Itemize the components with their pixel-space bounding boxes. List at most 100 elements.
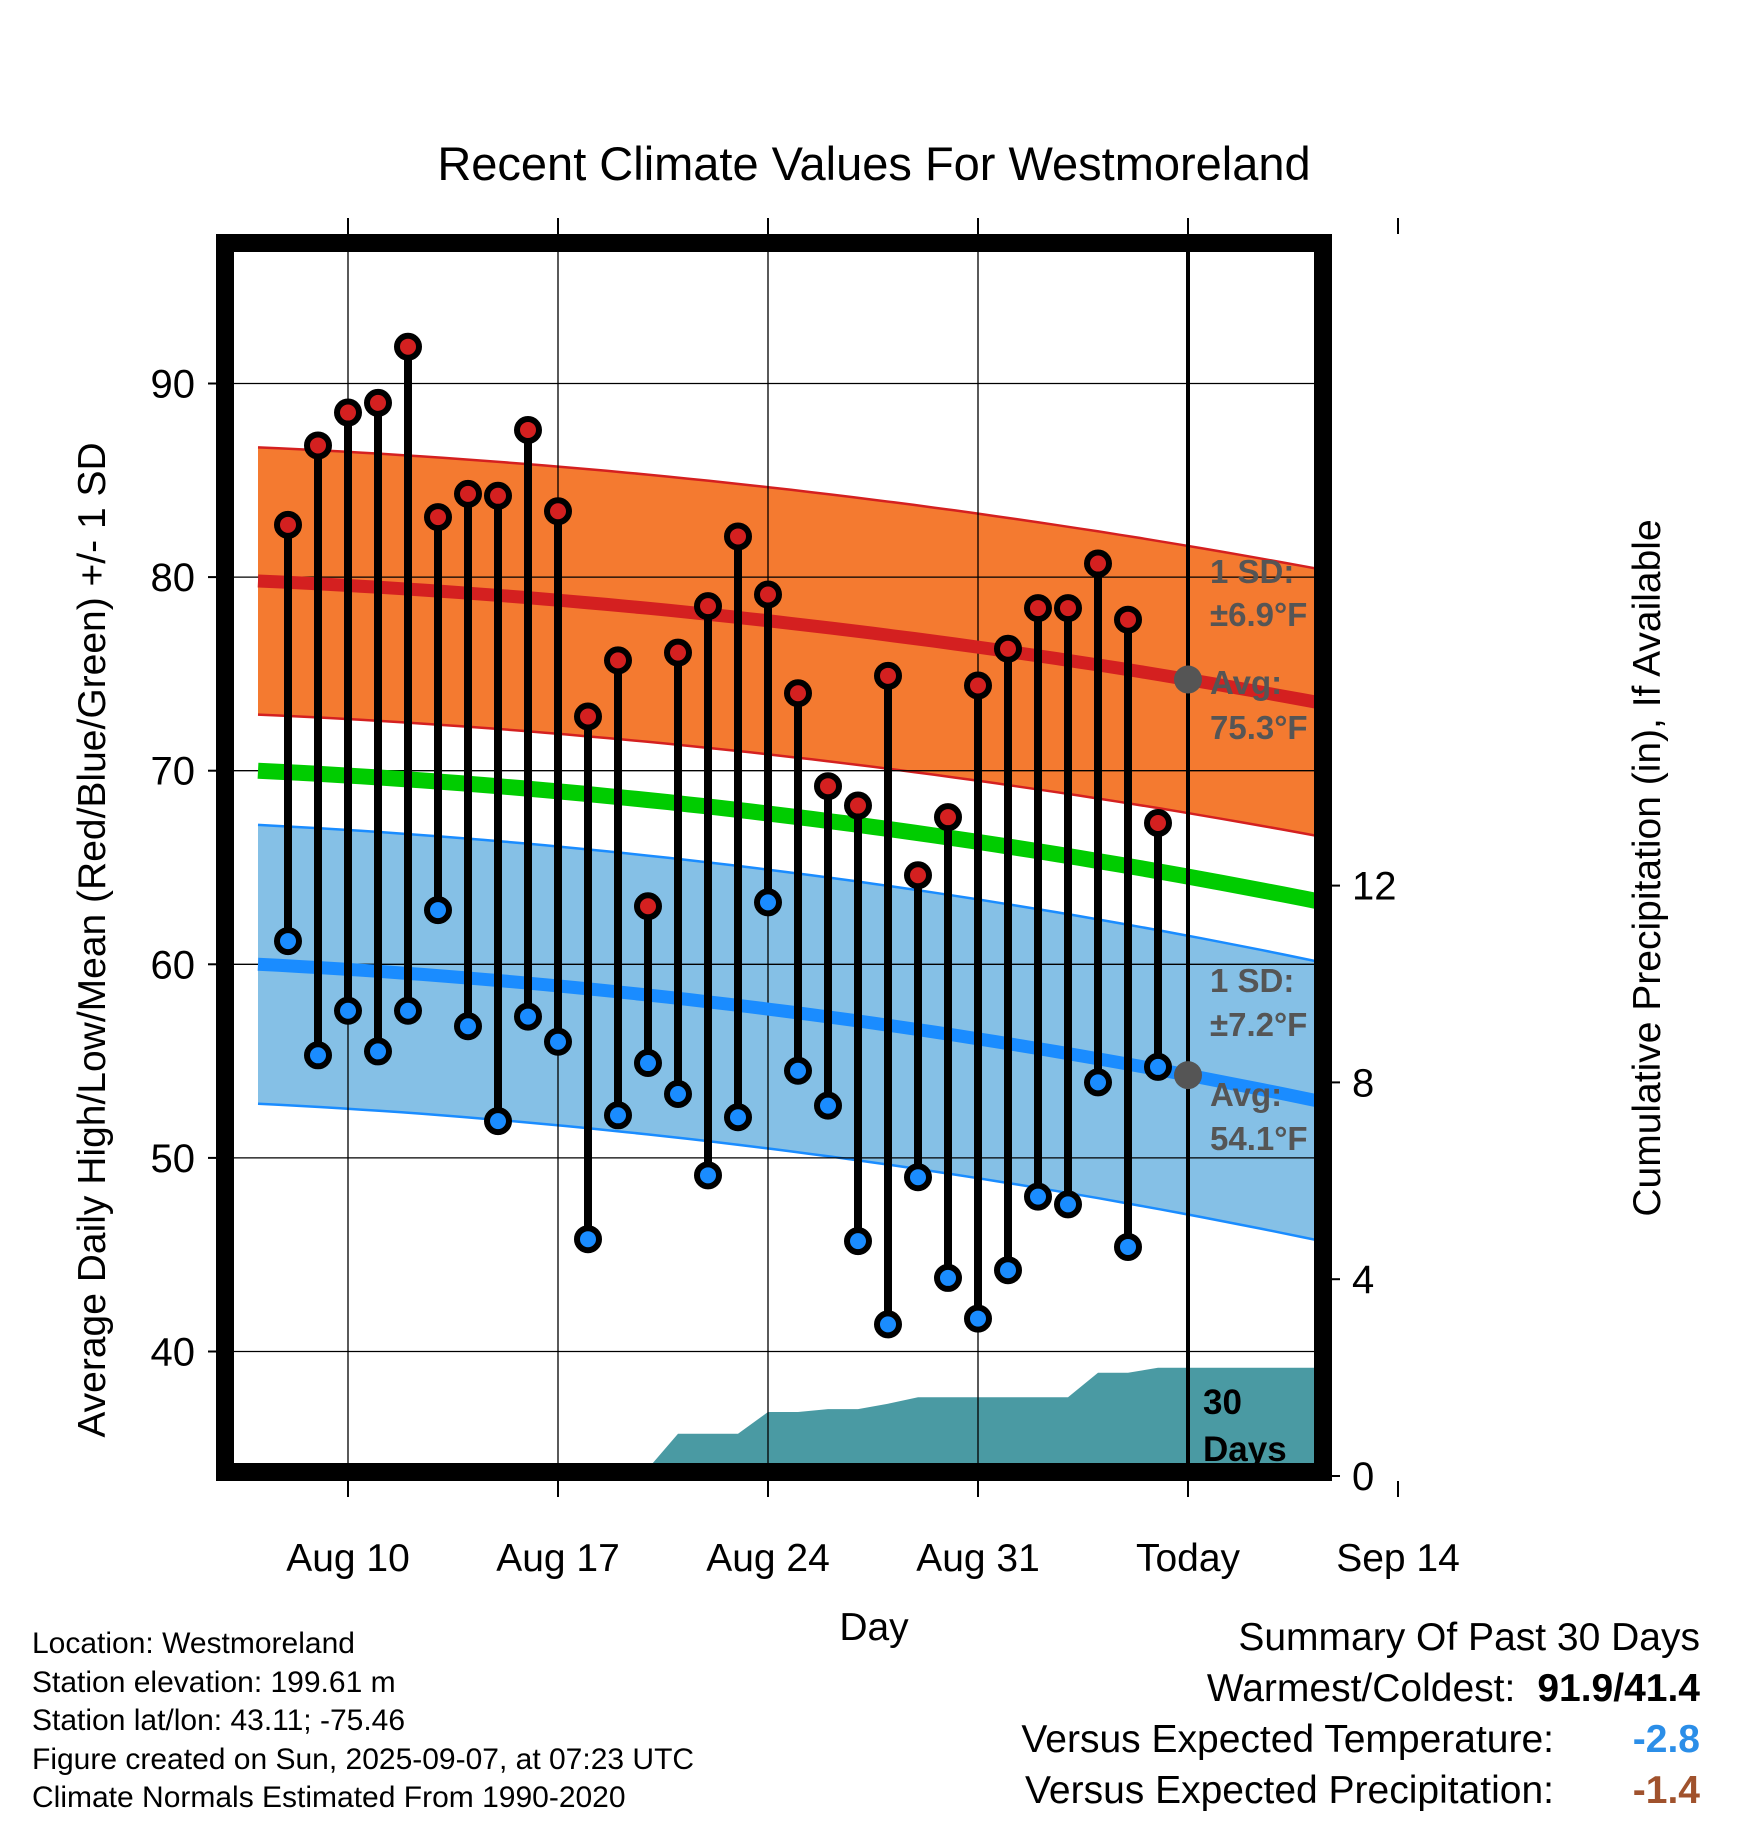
high-point (304, 431, 332, 460)
station-info: Location: Westmoreland Station elevation… (32, 1625, 694, 1818)
y2-tick-label: 8 (1352, 1061, 1374, 1105)
high-point (874, 661, 902, 690)
location-text: Location: Westmoreland (32, 1627, 355, 1660)
precip-anomaly-row: Versus Expected Precipitation: -1.4 (1021, 1765, 1700, 1816)
low-point (364, 1037, 392, 1066)
high-point (934, 803, 962, 832)
high-point (544, 497, 572, 526)
x-tick-label: Today (1136, 1537, 1241, 1580)
day-bar (1024, 594, 1052, 1211)
low-sd-upper-line (257, 823, 1323, 964)
day-bar (784, 679, 812, 1085)
low-point (1114, 1232, 1142, 1261)
day-bar (754, 580, 782, 917)
day-bar (634, 892, 662, 1078)
y-tick-label: 90 (151, 363, 196, 407)
low-avg-value: 54.1°F (1210, 1120, 1308, 1157)
created-text: Figure created on Sun, 2025-09-07, at 07… (32, 1742, 695, 1776)
day-bar (964, 671, 992, 1333)
y-axis-label: Average Daily High/Low/Mean (Red/Blue/Gr… (71, 442, 114, 1437)
day-bar (994, 634, 1022, 1285)
low-point (454, 1012, 482, 1041)
high-sd-lower-line (257, 713, 1323, 839)
high-point (814, 772, 842, 801)
day-bar (514, 415, 542, 1031)
plot-frame (216, 234, 1332, 1481)
day-bar (844, 791, 872, 1256)
warm-cold-row: Warmest/Coldest: 91.9/41.4 (1021, 1663, 1700, 1714)
day-bar (874, 661, 902, 1339)
day-bar (484, 481, 512, 1136)
day-bar (274, 510, 302, 956)
temp-anomaly-label: Versus Expected Temperature: (1021, 1718, 1554, 1761)
low-point (874, 1310, 902, 1339)
high-point (664, 638, 692, 667)
high-point (574, 702, 602, 731)
high-point (364, 388, 392, 417)
low-point (1144, 1052, 1172, 1081)
day-bar (454, 479, 482, 1041)
low-point (724, 1103, 752, 1132)
low-point (574, 1225, 602, 1254)
normal-high-line (257, 574, 1323, 711)
day-bar (1144, 808, 1172, 1081)
day-bar (1084, 549, 1112, 1097)
low-point (334, 996, 362, 1025)
precip-area (574, 1367, 1323, 1472)
high-point (454, 479, 482, 508)
low-point (754, 888, 782, 917)
precip-anomaly-label: Versus Expected Precipitation: (1025, 1769, 1554, 1812)
y-tick-label: 50 (151, 1137, 196, 1181)
high-point (724, 522, 752, 551)
summary-heading: Summary Of Past 30 Days (1238, 1616, 1700, 1659)
day-bar (334, 398, 362, 1025)
low-point (424, 896, 452, 925)
low-sd-value: ±7.2°F (1210, 1006, 1307, 1043)
elevation-text: Station elevation: 199.61 m (32, 1665, 396, 1699)
low-point (634, 1049, 662, 1078)
high-point (694, 592, 722, 621)
low-point (904, 1163, 932, 1192)
low-point (934, 1263, 962, 1292)
y2-tick-label: 4 (1352, 1258, 1374, 1302)
high-point (1024, 594, 1052, 623)
day-bar (694, 592, 722, 1190)
plot-inner: 1 SD: ±6.9°F Avg: 75.3°F 1 SD: ±7.2°F Avg: 54.1… (225, 243, 1323, 1472)
low-point (664, 1080, 692, 1109)
temp-anomaly-value: -2.8 (1632, 1718, 1700, 1761)
day-bar (1114, 605, 1142, 1261)
day-bar (814, 772, 842, 1120)
plot-border (216, 234, 1332, 1481)
day-bar (364, 388, 392, 1066)
high-avg-heading: Avg: (1210, 664, 1282, 701)
low-point (604, 1101, 632, 1130)
low-point (484, 1107, 512, 1136)
day-bar (424, 503, 452, 925)
day-bar (934, 803, 962, 1292)
latlon-text: Station lat/lon: 43.11; -75.46 (32, 1704, 406, 1737)
summary-panel: Summary Of Past 30 Days Warmest/Coldest:… (1021, 1612, 1700, 1816)
low-point (1084, 1068, 1112, 1097)
x-tick-label: Aug 24 (706, 1537, 830, 1580)
day-bar (724, 522, 752, 1132)
precip-days-word: Days (1203, 1430, 1287, 1469)
day-bar (904, 861, 932, 1192)
high-point (964, 671, 992, 700)
high-avg-value: 75.3°F (1210, 709, 1308, 746)
today-high-marker (1174, 665, 1202, 694)
day-bar (1054, 594, 1082, 1219)
day-bar (604, 646, 632, 1130)
plot-area: 1 SD: ±6.9°F Avg: 75.3°F 1 SD: ±7.2°F Avg: 54.1… (225, 243, 1323, 1472)
high-sd-heading: 1 SD: (1210, 553, 1294, 590)
day-bar (574, 702, 602, 1254)
temp-anomaly-row: Versus Expected Temperature: -2.8 (1021, 1714, 1700, 1765)
low-point (394, 996, 422, 1025)
warm-cold-label: Warmest/Coldest: (1206, 1667, 1516, 1710)
high-point (784, 679, 812, 708)
day-bar (394, 332, 422, 1025)
low-sd-lower-line (257, 1102, 1323, 1243)
low-point (814, 1091, 842, 1120)
high-point (514, 415, 542, 444)
warm-cold-value: 91.9/41.4 (1537, 1667, 1700, 1710)
low-point (994, 1256, 1022, 1285)
